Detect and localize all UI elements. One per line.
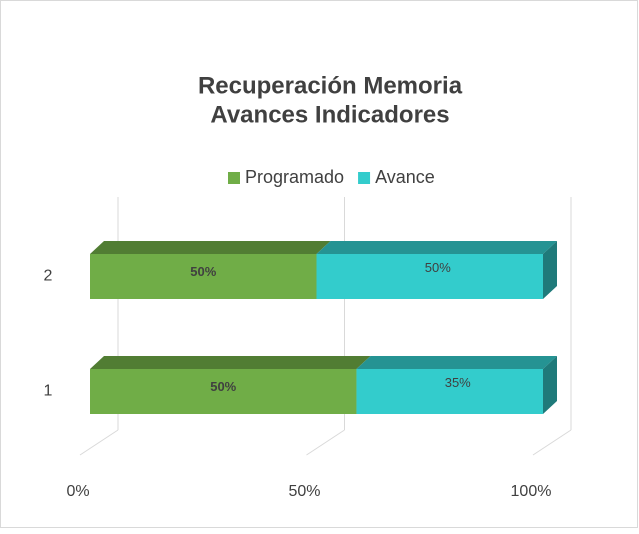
grid-floor-line	[79, 429, 119, 456]
x-tick-label: 0%	[66, 483, 89, 500]
grid-floor-line	[306, 429, 345, 456]
chart-title: Avances Indicadores	[210, 101, 449, 128]
x-tick-label: 100%	[511, 483, 552, 500]
bar	[90, 254, 317, 299]
legend-label: Avance	[375, 167, 435, 187]
bar-top	[90, 356, 371, 369]
bar-side	[543, 241, 557, 299]
y-tick-label: 2	[44, 268, 53, 285]
data-label: 35%	[445, 375, 471, 390]
x-tick-label: 50%	[288, 483, 320, 500]
legend-swatch	[228, 172, 240, 184]
grid-floor-line	[532, 429, 572, 456]
legend-swatch	[358, 172, 371, 184]
bar-side	[543, 356, 557, 414]
bar-top	[90, 241, 331, 254]
legend-label: Programado	[245, 167, 344, 187]
bar	[356, 369, 543, 414]
data-label: 50%	[210, 379, 236, 394]
bar-top	[316, 241, 557, 254]
data-label: 50%	[190, 264, 216, 279]
chart-title: Recuperación Memoria	[198, 72, 463, 99]
bar	[90, 369, 357, 414]
bar-top	[356, 356, 557, 369]
bar	[316, 254, 543, 299]
y-tick-label: 1	[44, 383, 53, 400]
data-label: 50%	[425, 260, 451, 275]
